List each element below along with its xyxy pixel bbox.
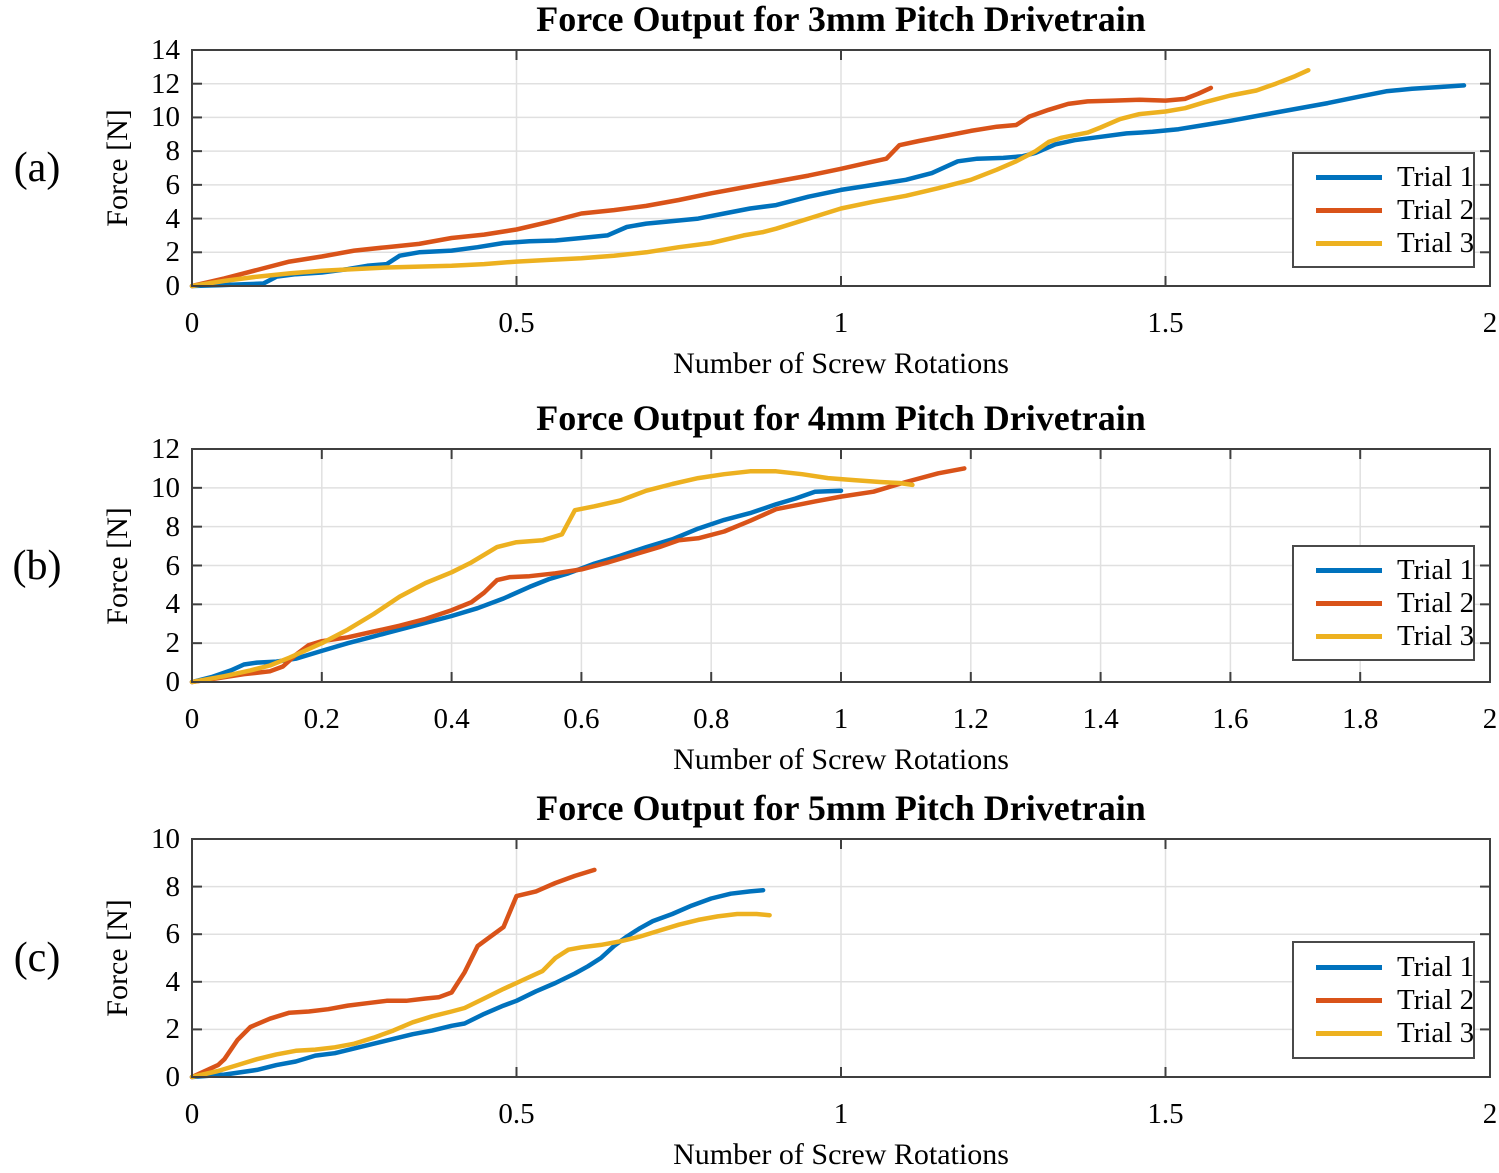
x-tick-label: 0.2 bbox=[303, 703, 340, 735]
panel-label-b: (b) bbox=[12, 542, 62, 589]
y-tick-label: 0 bbox=[165, 270, 181, 302]
chart-title-b: Force Output for 4mm Pitch Drivetrain bbox=[536, 398, 1146, 438]
x-tick-label: 1.8 bbox=[1342, 703, 1379, 735]
legend-a: Trial 1 Trial 2 Trial 3 bbox=[1292, 152, 1475, 268]
x-tick-label: 0.6 bbox=[563, 703, 600, 735]
legend-label: Trial 1 bbox=[1397, 160, 1475, 193]
legend-label: Trial 3 bbox=[1397, 226, 1475, 259]
legend-item: Trial 3 bbox=[1294, 619, 1475, 653]
x-tick-label: 0 bbox=[184, 703, 200, 735]
y-tick-label: 8 bbox=[165, 870, 181, 903]
legend-line-swatch bbox=[1316, 567, 1382, 573]
y-tick-label: 2 bbox=[165, 236, 181, 269]
y-tick-label: 12 bbox=[151, 67, 180, 100]
x-tick-label: 2 bbox=[1482, 1098, 1498, 1130]
series-line-trial-3 bbox=[189, 911, 772, 1080]
x-tick-label: 1.6 bbox=[1212, 703, 1249, 735]
y-tick-label: 2 bbox=[165, 627, 181, 660]
legend-item: Trial 2 bbox=[1294, 193, 1475, 227]
y-tick-label: 8 bbox=[165, 510, 181, 543]
series-line-trial-1 bbox=[189, 887, 766, 1080]
y-tick-label: 0 bbox=[165, 666, 181, 698]
legend-item: Trial 1 bbox=[1294, 553, 1475, 587]
legend-line-swatch bbox=[1316, 240, 1382, 246]
y-tick-label: 4 bbox=[165, 202, 181, 235]
legend-item: Trial 1 bbox=[1294, 160, 1475, 194]
y-tick-label: 10 bbox=[151, 471, 180, 504]
series-line-trial-2 bbox=[189, 867, 597, 1080]
x-tick-label: 1 bbox=[833, 703, 849, 735]
plot-border bbox=[191, 448, 1491, 683]
chart-title-c: Force Output for 5mm Pitch Drivetrain bbox=[536, 788, 1146, 828]
legend-label: Trial 1 bbox=[1397, 553, 1475, 586]
x-tick-label: 2 bbox=[1482, 703, 1498, 735]
series-line-trial-2 bbox=[189, 85, 1214, 289]
legend-label: Trial 3 bbox=[1397, 619, 1475, 652]
legend-label: Trial 2 bbox=[1397, 983, 1475, 1016]
legend-line-swatch bbox=[1316, 633, 1382, 639]
series-line-trial-3 bbox=[189, 469, 915, 685]
x-tick-label: 1.5 bbox=[1147, 307, 1184, 339]
x-axis-label-b: Number of Screw Rotations bbox=[673, 743, 1009, 776]
y-tick-label: 4 bbox=[165, 588, 181, 621]
y-tick-label: 6 bbox=[165, 918, 181, 951]
legend-label: Trial 2 bbox=[1397, 586, 1475, 619]
legend-line-swatch bbox=[1316, 997, 1382, 1003]
legend-c: Trial 1 Trial 2 Trial 3 bbox=[1292, 941, 1475, 1059]
legend-item: Trial 2 bbox=[1294, 586, 1475, 620]
x-tick-label: 1.4 bbox=[1082, 703, 1119, 735]
legend-line-swatch bbox=[1316, 174, 1382, 180]
series-line-trial-2 bbox=[189, 466, 967, 685]
x-tick-label: 0 bbox=[184, 1098, 200, 1130]
x-tick-label: 1.2 bbox=[952, 703, 989, 735]
panel-label-a: (a) bbox=[13, 145, 61, 191]
y-tick-label: 6 bbox=[165, 168, 181, 201]
x-tick-label: 0.5 bbox=[498, 1098, 535, 1130]
y-tick-label: 0 bbox=[165, 1061, 181, 1093]
legend-label: Trial 3 bbox=[1397, 1016, 1475, 1049]
x-tick-label: 0.5 bbox=[498, 307, 535, 339]
legend-label: Trial 2 bbox=[1397, 193, 1475, 226]
series-line-trial-1 bbox=[189, 488, 844, 685]
x-tick-label: 0.4 bbox=[433, 703, 470, 735]
legend-line-swatch bbox=[1316, 1030, 1382, 1036]
x-tick-label: 1.5 bbox=[1147, 1098, 1184, 1130]
legend-item: Trial 3 bbox=[1294, 226, 1475, 260]
y-tick-label: 10 bbox=[151, 823, 180, 855]
legend-line-swatch bbox=[1316, 600, 1382, 606]
x-tick-label: 2 bbox=[1482, 307, 1498, 339]
legend-b: Trial 1 Trial 2 Trial 3 bbox=[1292, 545, 1475, 661]
y-tick-label: 4 bbox=[165, 965, 181, 998]
panel-label-c: (c) bbox=[13, 935, 61, 981]
plot-border bbox=[191, 49, 1491, 287]
legend-label: Trial 1 bbox=[1397, 950, 1475, 983]
legend-item: Trial 1 bbox=[1294, 950, 1475, 984]
x-tick-label: 1 bbox=[833, 1098, 849, 1130]
plot-border bbox=[191, 838, 1491, 1078]
chart-title-a: Force Output for 3mm Pitch Drivetrain bbox=[536, 0, 1146, 39]
y-tick-label: 14 bbox=[151, 34, 180, 66]
legend-item: Trial 2 bbox=[1294, 983, 1475, 1017]
series-line-trial-1 bbox=[189, 83, 1467, 289]
y-tick-label: 6 bbox=[165, 549, 181, 582]
x-tick-label: 0 bbox=[184, 307, 200, 339]
legend-line-swatch bbox=[1316, 207, 1382, 213]
legend-item: Trial 3 bbox=[1294, 1016, 1475, 1050]
x-tick-label: 1 bbox=[833, 307, 849, 339]
y-tick-label: 12 bbox=[151, 433, 180, 465]
x-axis-label-a: Number of Screw Rotations bbox=[673, 347, 1009, 380]
series-line-trial-3 bbox=[189, 67, 1311, 289]
y-tick-label: 2 bbox=[165, 1013, 181, 1046]
x-tick-label: 0.8 bbox=[693, 703, 730, 735]
y-tick-label: 8 bbox=[165, 135, 181, 168]
y-tick-label: 10 bbox=[151, 101, 180, 134]
legend-line-swatch bbox=[1316, 964, 1382, 970]
x-axis-label-c: Number of Screw Rotations bbox=[673, 1138, 1009, 1171]
